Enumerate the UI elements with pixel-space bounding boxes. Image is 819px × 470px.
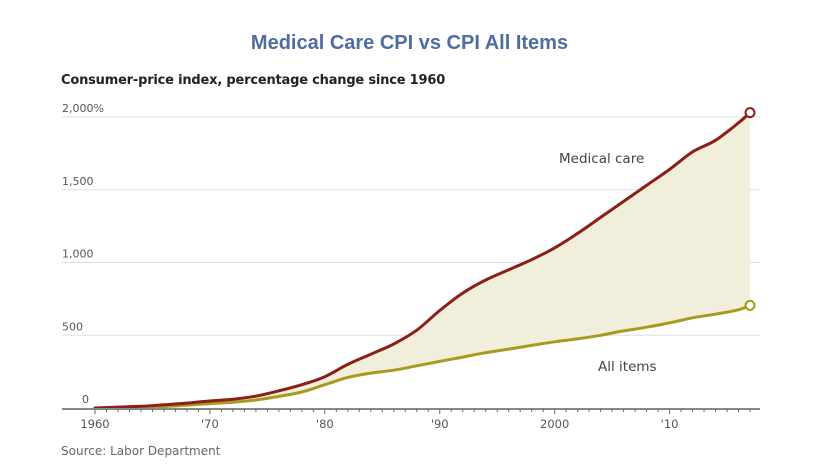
- x-tick-label: '90: [431, 417, 449, 431]
- x-tick-label: '10: [661, 417, 679, 431]
- end-point-all-items: [744, 299, 756, 311]
- x-tick-label: '70: [201, 417, 219, 431]
- gap-area: [95, 112, 750, 408]
- y-tick-label: 0: [82, 393, 89, 406]
- x-tick-label: 1960: [80, 417, 109, 431]
- y-tick-label: 1,000: [62, 248, 94, 261]
- series-line-medical-care: [93, 111, 752, 410]
- series-line-all-items: [93, 303, 752, 410]
- source-note: Source: Labor Department: [61, 444, 221, 458]
- series-label-medical-care: Medical care: [559, 151, 644, 167]
- chart-subtitle: Consumer-price index, percentage change …: [61, 73, 446, 88]
- y-tick-label: 2,000%: [62, 102, 104, 115]
- chart-title: Medical Care CPI vs CPI All Items: [250, 32, 569, 54]
- end-point-medical-care: [744, 107, 756, 119]
- y-tick-label: 500: [62, 320, 83, 333]
- y-tick-label: 1,500: [62, 175, 94, 188]
- x-tick-label: 2000: [540, 417, 569, 431]
- x-tick-label: '80: [316, 417, 334, 431]
- series-label-all-items: All items: [598, 359, 657, 375]
